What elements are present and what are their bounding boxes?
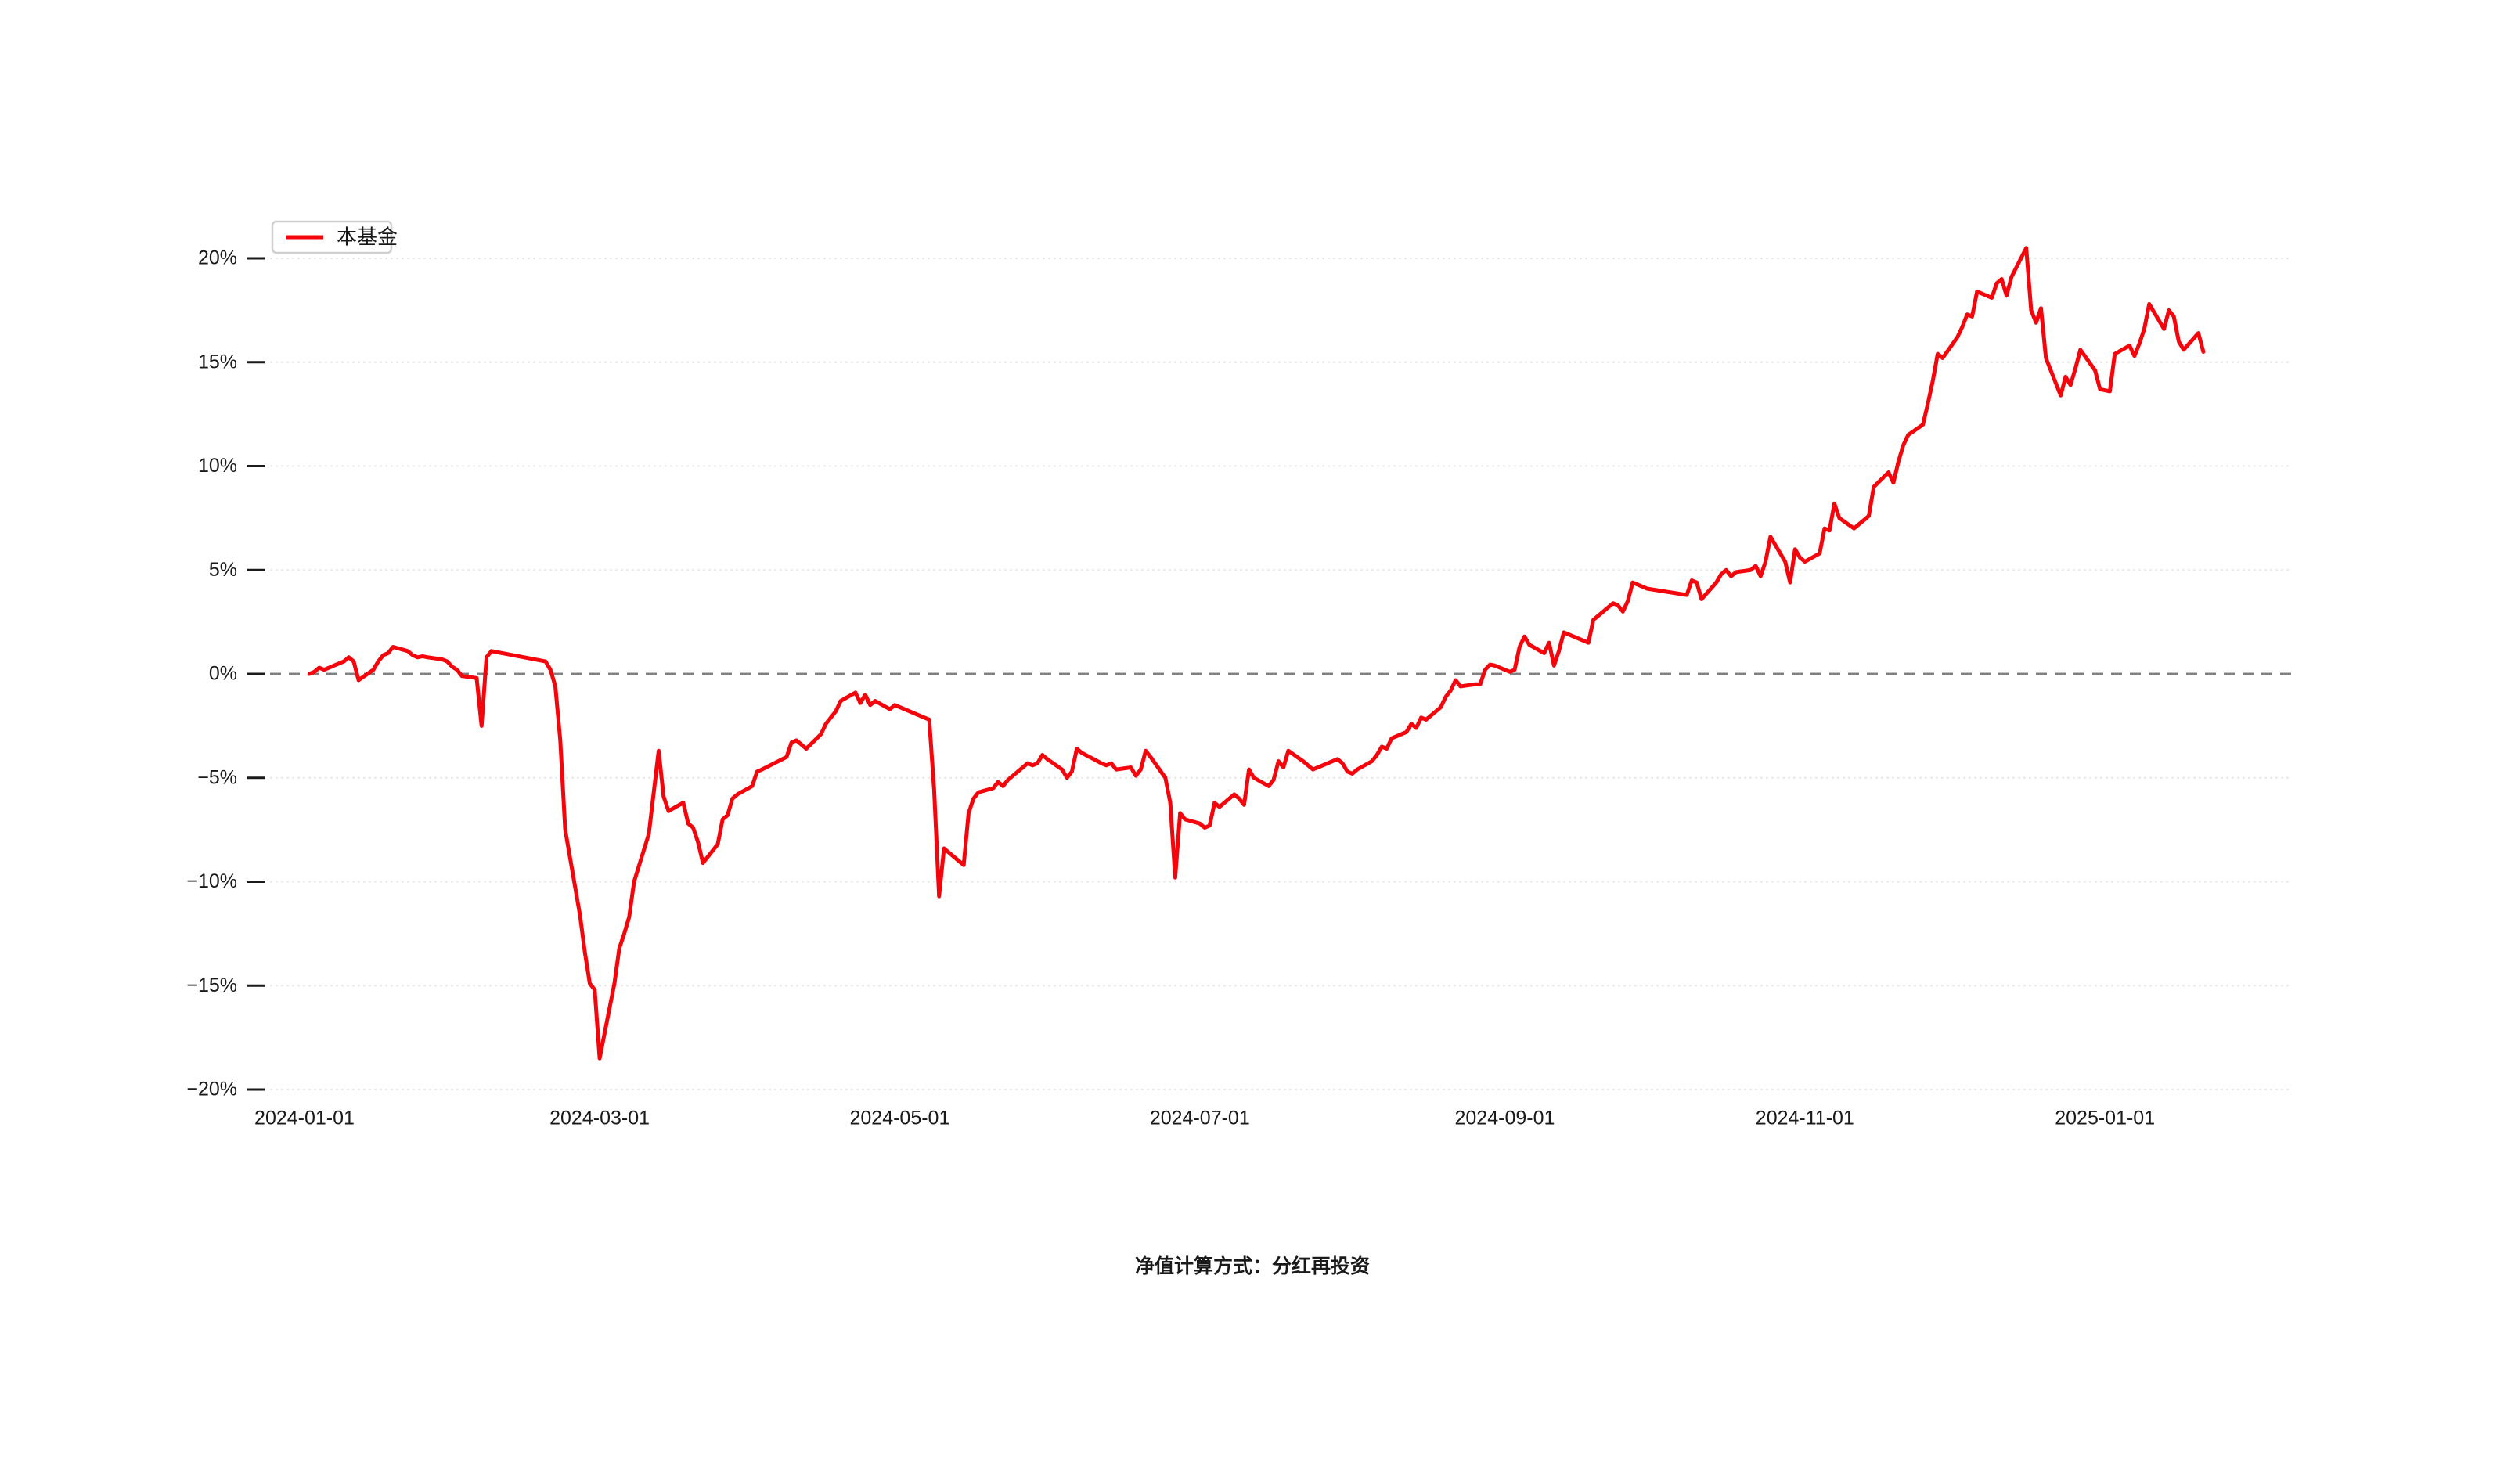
series-line-benchmark-fund (307, 246, 2206, 1061)
x-axis-ticks: 2024-01-01 2024-03-01 2024-05-01 2024-07-01… (254, 1108, 2155, 1129)
series-lines (307, 246, 2206, 1061)
x-tick-label: 2025-01-01 (2055, 1108, 2155, 1129)
y-tick-label: −15% (186, 974, 237, 996)
y-tick-label: −20% (186, 1079, 237, 1100)
y-tick-label: −10% (186, 870, 237, 892)
x-tick-label: 2024-07-01 (1150, 1108, 1250, 1129)
x-tick-label: 2024-05-01 (849, 1108, 949, 1129)
y-tick-label: 20% (198, 247, 237, 269)
y-axis-ticks: 20% 15% 10% 5% 0% −5% −10% −15% −20% (186, 247, 265, 1100)
x-tick-label: 2024-09-01 (1455, 1108, 1555, 1129)
chart-legend[interactable]: 本基金 (271, 220, 398, 254)
y-tick-label: 5% (209, 559, 237, 581)
x-tick-label: 2024-11-01 (1756, 1108, 1854, 1129)
footnote-label: 净值计算方式：分红再投资 (1135, 1255, 1370, 1277)
y-tick-label: 15% (198, 351, 237, 373)
y-tick-label: 10% (198, 455, 237, 477)
y-tick-label: 0% (209, 663, 237, 685)
y-tick-label: −5% (197, 766, 237, 788)
legend-item-label[interactable]: 本基金 (337, 226, 398, 250)
x-tick-label: 2024-01-01 (254, 1108, 355, 1129)
legend-box[interactable] (271, 220, 393, 254)
x-tick-label: 2024-03-01 (549, 1108, 650, 1129)
